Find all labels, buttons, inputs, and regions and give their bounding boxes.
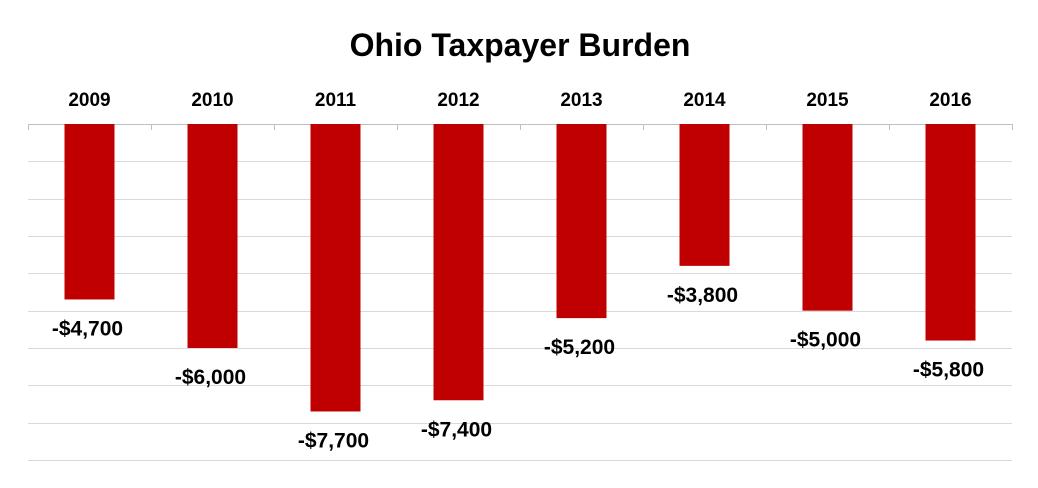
data-label-2014: -$3,800 (667, 284, 738, 307)
category-label-2015: 2015 (806, 90, 849, 111)
chart-title: Ohio Taxpayer Burden (350, 27, 691, 63)
gridlines (28, 124, 1013, 461)
bar-2013 (556, 124, 607, 319)
bar-2011 (310, 124, 361, 412)
category-label-2011: 2011 (315, 90, 357, 111)
data-label-2010: -$6,000 (175, 366, 246, 389)
category-label-2010: 2010 (191, 90, 233, 111)
data-label-2013: -$5,200 (544, 336, 615, 359)
category-label-2014: 2014 (683, 90, 726, 111)
bar-2012 (433, 124, 484, 401)
data-label-2009: -$4,700 (52, 317, 123, 340)
category-label-2012: 2012 (437, 90, 479, 111)
data-labels: -$4,700 -$6,000 -$7,700 -$7,400 -$5,200 -$3,8… (52, 284, 984, 453)
bar-2010 (187, 124, 238, 348)
bar-2016 (925, 124, 976, 341)
data-label-2011: -$7,700 (298, 429, 369, 452)
bar-2009 (64, 124, 115, 300)
data-label-2015: -$5,000 (790, 329, 861, 352)
data-label-2016: -$5,800 (913, 359, 984, 382)
bar-2015 (802, 124, 853, 311)
bar-2014 (679, 124, 730, 266)
category-label-2009: 2009 (68, 90, 110, 111)
category-label-2016: 2016 (929, 90, 971, 111)
category-labels: 2009 2010 2011 2012 2013 2014 2015 2016 (68, 90, 971, 111)
data-label-2012: -$7,400 (421, 418, 492, 441)
category-label-2013: 2013 (560, 90, 602, 111)
bars (64, 124, 976, 412)
